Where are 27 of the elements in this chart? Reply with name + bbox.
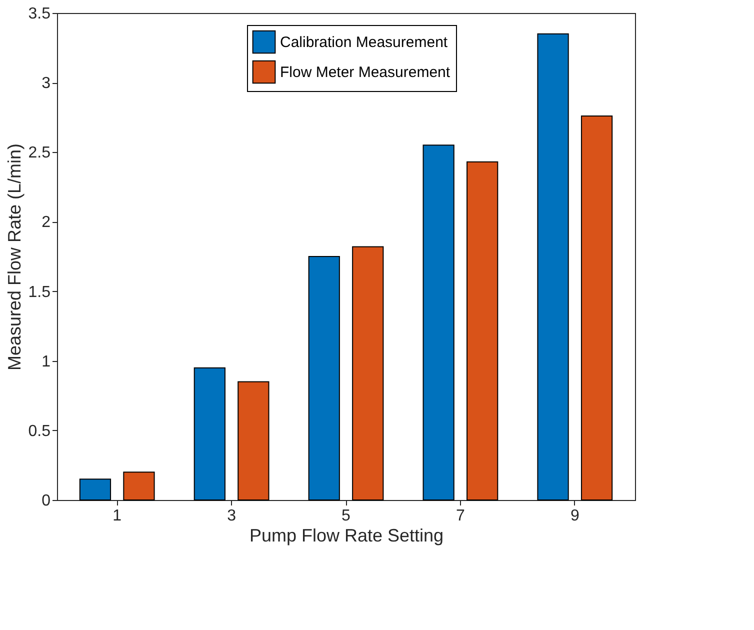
- x-tick-label: 1: [112, 508, 122, 524]
- y-tick-label: 2: [42, 214, 51, 232]
- bar: [194, 367, 226, 500]
- bar: [238, 381, 270, 500]
- legend-label: Calibration Measurement: [280, 34, 448, 51]
- x-tick-label: 3: [227, 508, 236, 524]
- bar: [79, 478, 112, 500]
- y-tick-label: 2.5: [28, 144, 51, 162]
- y-tick-label: 3.5: [28, 6, 51, 22]
- bar: [422, 144, 454, 500]
- bar: [352, 246, 384, 500]
- y-tick-label: 0.5: [28, 422, 51, 440]
- y-tick-label: 1.5: [28, 284, 51, 301]
- bar: [580, 115, 613, 500]
- x-axis-title: Pump Flow Rate Setting: [249, 526, 444, 546]
- bar: [466, 161, 498, 500]
- x-tick-label: 7: [456, 508, 465, 524]
- bar: [308, 256, 340, 500]
- y-tick-label: 3: [42, 75, 51, 92]
- bar: [537, 33, 569, 500]
- bar: [123, 472, 155, 500]
- x-tick-label: 9: [570, 508, 580, 524]
- x-tick-label: 5: [342, 508, 351, 524]
- y-axis-title: Measured Flow Rate (L/min): [4, 143, 24, 371]
- y-tick-label: 0: [42, 492, 51, 510]
- legend-label: Flow Meter Measurement: [280, 64, 451, 81]
- y-tick-label: 1: [42, 353, 51, 370]
